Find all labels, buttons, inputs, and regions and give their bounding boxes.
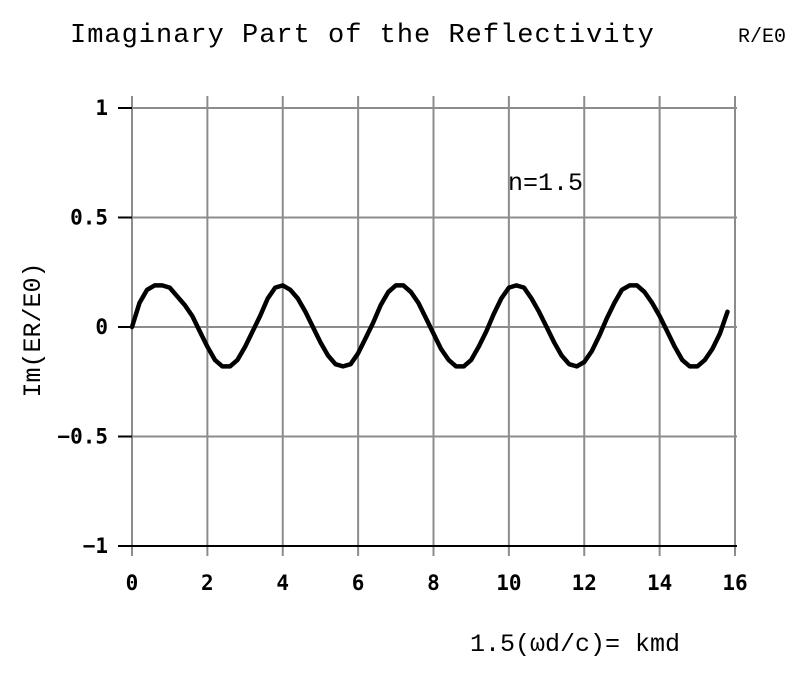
chart-title: Imaginary Part of the Reflectivity	[70, 21, 655, 51]
series-line	[129, 283, 730, 369]
y-tick-label: 0.5	[70, 206, 108, 230]
x-tick-label: 6	[352, 571, 365, 595]
x-axis-label: 1.5(ωd/c)= kmd	[470, 630, 680, 659]
x-tick-label: 10	[496, 571, 521, 595]
y-tick-label: −1	[83, 534, 108, 558]
tick-labels: 0 2 4 6 8 10 12 14 16 1 0.5 0 −0.5 −1	[57, 96, 747, 595]
ticks	[118, 107, 737, 547]
x-tick-label: 16	[722, 571, 747, 595]
x-tick-label: 0	[126, 571, 139, 595]
x-tick-label: 4	[276, 571, 289, 595]
y-axis-label: Im(ER/E0)	[19, 262, 48, 397]
y-tick-label: 0	[95, 315, 108, 339]
grid	[131, 96, 737, 556]
chart-title-suffix: R/E0	[738, 26, 786, 49]
y-tick-label: 1	[95, 96, 108, 120]
y-tick-label: −0.5	[57, 425, 108, 449]
x-tick-label: 8	[427, 571, 440, 595]
x-tick-label: 12	[572, 571, 597, 595]
x-tick-label: 2	[201, 571, 214, 595]
x-tick-label: 14	[647, 571, 672, 595]
annotation-n: n=1.5	[508, 169, 583, 198]
